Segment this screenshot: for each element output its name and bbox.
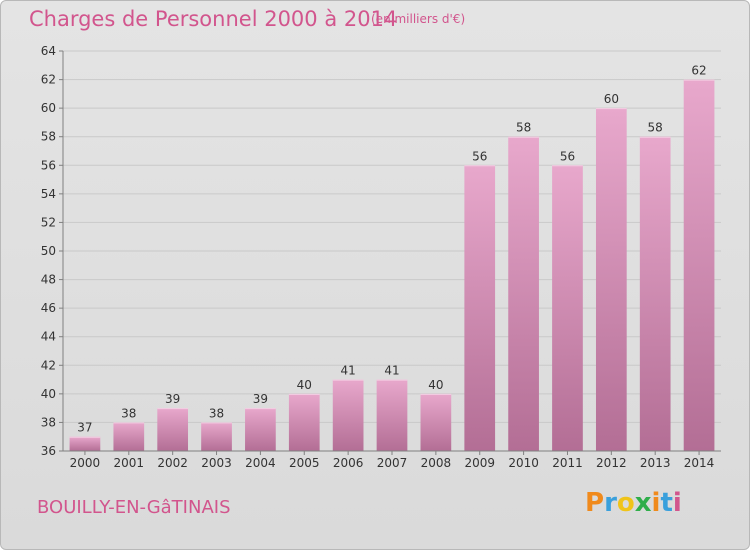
logo-letter: t — [660, 488, 673, 518]
x-tick-label: 2005 — [289, 456, 320, 470]
logo-letter: i — [651, 488, 661, 518]
y-tick-label: 40 — [41, 387, 56, 401]
commune-name: BOUILLY-EN-GâTINAIS — [37, 497, 231, 518]
y-tick-label: 64 — [41, 44, 56, 58]
bar — [376, 379, 408, 451]
x-tick-label: 2009 — [464, 456, 495, 470]
bar-value-label: 38 — [209, 406, 224, 420]
bar-value-label: 37 — [77, 421, 92, 435]
x-tick-label: 2001 — [114, 456, 145, 470]
bars — [69, 79, 715, 452]
bar — [420, 393, 452, 451]
y-tick-label: 60 — [41, 101, 56, 115]
y-tick-label: 52 — [41, 215, 56, 229]
x-tick-label: 2008 — [421, 456, 452, 470]
chart-subtitle: (en milliers d'€) — [371, 12, 466, 26]
logo-letter: i — [672, 488, 682, 518]
bar-value-label: 38 — [121, 406, 136, 420]
bar-value-label: 41 — [384, 364, 399, 378]
bar-value-label: 56 — [560, 149, 575, 163]
y-tick-label: 56 — [41, 158, 56, 172]
y-tick-label: 62 — [41, 73, 56, 87]
x-tick-label: 2011 — [552, 456, 583, 470]
x-tick-label: 2006 — [333, 456, 364, 470]
y-tick-label: 58 — [41, 130, 56, 144]
x-tick-label: 2012 — [596, 456, 627, 470]
data-labels: 37 38 39 38 39 40 41 41 40 56 58 56 60 58 62 — [77, 64, 706, 435]
y-tick-label: 48 — [41, 273, 56, 287]
x-tick-label: 2010 — [508, 456, 539, 470]
x-tick-label: 2003 — [201, 456, 232, 470]
bar — [113, 422, 145, 451]
bar — [201, 422, 232, 451]
chart-title: Charges de Personnel 2000 à 2014 — [29, 7, 398, 31]
x-tick-label: 2007 — [377, 456, 408, 470]
logo-letter: o — [616, 488, 635, 518]
x-tick-label: 2000 — [70, 456, 101, 470]
x-tick-label: 2013 — [640, 456, 671, 470]
y-tick-label: 42 — [41, 358, 56, 372]
y-tick-label: 36 — [41, 444, 56, 458]
logo-letter: P — [585, 488, 605, 518]
y-tick-label: 46 — [41, 301, 56, 315]
bar — [288, 393, 320, 451]
bar — [157, 408, 189, 451]
logo-letter: r — [604, 488, 617, 518]
bar-value-label: 39 — [253, 392, 268, 406]
bar — [332, 379, 364, 451]
bar — [595, 108, 627, 452]
y-tick-label: 54 — [41, 187, 56, 201]
logo-letter: x — [634, 488, 652, 518]
y-tick-label: 50 — [41, 244, 56, 258]
x-tick-label: 2004 — [245, 456, 276, 470]
bar-value-label: 62 — [691, 64, 706, 78]
x-tick-label: 2002 — [157, 456, 188, 470]
bar-value-label: 60 — [604, 92, 619, 106]
x-tick-label: 2014 — [684, 456, 715, 470]
bar — [508, 136, 539, 451]
bar-value-label: 39 — [165, 392, 180, 406]
y-tick-label: 38 — [41, 415, 56, 429]
bar-value-label: 58 — [648, 121, 663, 135]
proxiti-logo[interactable]: Proxiti — [585, 488, 682, 518]
bar — [683, 79, 715, 452]
bar-value-label: 58 — [516, 121, 531, 135]
bar-value-label: 56 — [472, 149, 487, 163]
bar — [464, 165, 496, 452]
y-tick-label: 44 — [41, 330, 56, 344]
bar — [69, 436, 101, 451]
bar — [245, 408, 276, 451]
bar-value-label: 40 — [428, 378, 443, 392]
axes: 36 38 40 42 44 46 48 50 52 54 56 58 60 62 64 2000 2001 20… — [41, 44, 721, 470]
bar-value-label: 40 — [297, 378, 312, 392]
bar — [552, 165, 583, 452]
bar — [639, 136, 671, 451]
bar-value-label: 41 — [340, 364, 355, 378]
